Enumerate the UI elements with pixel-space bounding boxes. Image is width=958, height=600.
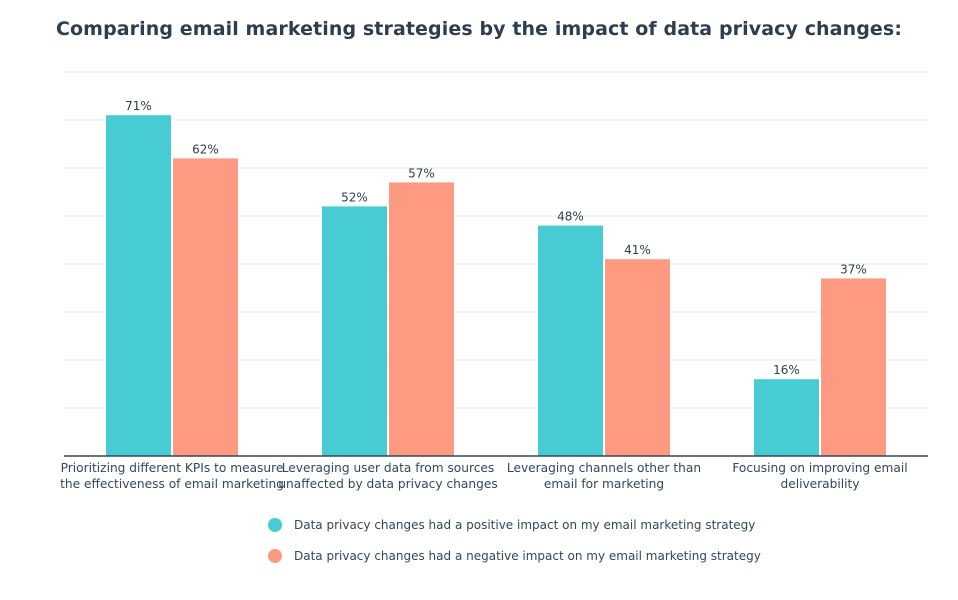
bar-positive-1 (322, 206, 387, 456)
category-label-0-0: Prioritizing different KPIs to measure (61, 461, 284, 475)
category-label-3-0: Focusing on improving email (732, 461, 907, 475)
bar-negative-2 (605, 259, 670, 456)
bar-positive-2 (538, 225, 603, 456)
data-label-negative-1: 57% (408, 166, 435, 180)
legend: Data privacy changes had a positive impa… (268, 514, 761, 576)
legend-swatch-positive (268, 518, 282, 532)
bar-chart: 71% 62% Prioritizing different KPIs to mea… (60, 71, 928, 491)
bar-positive-0 (106, 115, 171, 456)
legend-swatch-negative (268, 549, 282, 563)
bar-negative-1 (389, 182, 454, 456)
category-label-1-1: unaffected by data privacy changes (278, 477, 497, 491)
data-label-positive-1: 52% (341, 190, 368, 204)
legend-label-negative: Data privacy changes had a negative impa… (294, 549, 761, 563)
bar-positive-3 (754, 379, 819, 456)
data-label-negative-2: 41% (624, 243, 651, 257)
legend-label-positive: Data privacy changes had a positive impa… (294, 518, 756, 532)
category-label-1-0: Leveraging user data from sources (282, 461, 495, 475)
legend-item-negative: Data privacy changes had a negative impa… (268, 545, 761, 567)
bar-negative-0 (173, 158, 238, 456)
category-label-3-1: deliverability (780, 477, 859, 491)
legend-item-positive: Data privacy changes had a positive impa… (268, 514, 761, 536)
chart-title: Comparing email marketing strategies by … (55, 18, 903, 40)
data-label-negative-0: 62% (192, 142, 219, 156)
data-label-negative-3: 37% (840, 262, 867, 276)
data-label-positive-0: 71% (125, 99, 152, 113)
data-label-positive-2: 48% (557, 210, 584, 224)
bar-negative-3 (821, 278, 886, 456)
category-label-2-1: email for marketing (544, 477, 664, 491)
category-label-0-1: the effectiveness of email marketing (60, 477, 284, 491)
category-label-2-0: Leveraging channels other than (507, 461, 701, 475)
data-label-positive-3: 16% (773, 363, 800, 377)
